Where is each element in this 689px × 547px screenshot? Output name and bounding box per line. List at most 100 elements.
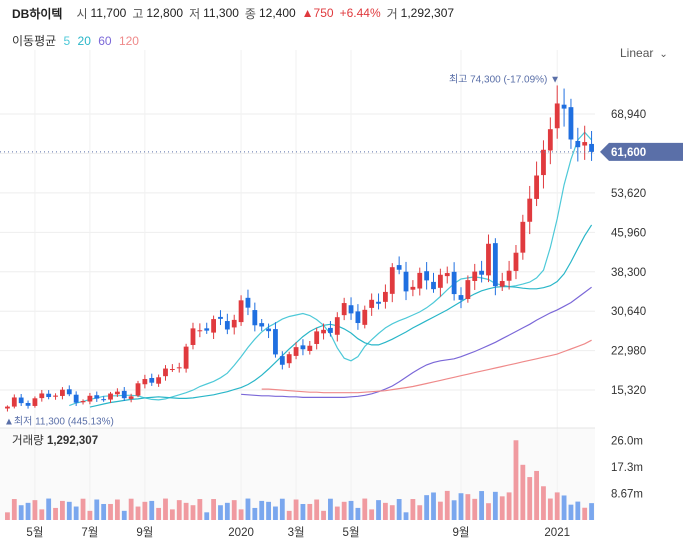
volume-bar <box>73 506 79 520</box>
candle-body <box>231 319 237 328</box>
volume-bar <box>224 502 230 520</box>
volume-bar <box>355 507 361 520</box>
candle-body <box>321 329 326 334</box>
candle-body <box>87 395 93 402</box>
candle-body <box>492 243 498 287</box>
candle-body <box>396 265 402 270</box>
candle-body <box>128 396 134 399</box>
candle-body <box>25 402 31 406</box>
volume-bar <box>80 498 86 520</box>
candle-body <box>39 393 45 399</box>
moving-average-legend[interactable]: 이동평균 5 20 60 120 <box>12 32 143 49</box>
candle-body <box>218 316 223 319</box>
y-tick-label: 15,320 <box>611 385 646 397</box>
volume-bar <box>334 506 340 520</box>
volume-bar <box>382 502 388 520</box>
volume-bar <box>293 499 299 520</box>
candle-body <box>273 329 278 355</box>
volume-bar <box>163 498 168 520</box>
volume-bar <box>582 507 588 520</box>
candle-body <box>307 345 313 351</box>
candle-body <box>204 328 210 331</box>
volume-y-tick-label: 17.3m <box>611 462 643 474</box>
volume-bar <box>279 498 285 520</box>
volume-bar <box>32 500 38 520</box>
scale-label: Linear <box>620 46 654 60</box>
candle-body <box>575 140 581 148</box>
volume-bar <box>259 500 265 520</box>
scale-select[interactable]: Linear ⌄ <box>620 46 668 60</box>
candle-body <box>534 175 539 199</box>
volume-bar <box>568 504 574 520</box>
volume-y-tick-label: 26.0m <box>611 435 643 447</box>
volume-bar <box>231 500 237 520</box>
candle-body <box>183 346 189 369</box>
candle-body <box>53 395 58 397</box>
candle-body <box>252 310 258 326</box>
candle-body <box>66 389 72 395</box>
ma-legend-title: 이동평균 <box>12 34 57 48</box>
volume-bar <box>451 500 457 520</box>
candle-body <box>259 323 265 327</box>
volume-bar <box>541 486 546 520</box>
volume-bar <box>252 507 258 520</box>
volume-bar <box>60 500 65 520</box>
stock-name: DB하이텍 <box>12 6 63 21</box>
candle-body <box>472 271 478 281</box>
volume-bar <box>444 490 450 520</box>
volume-bar <box>18 505 24 520</box>
volume-bar <box>527 477 533 520</box>
candle-body <box>328 327 333 333</box>
candle-body <box>341 303 347 316</box>
volume-bar <box>94 499 100 520</box>
candle-body <box>211 319 217 333</box>
volume-bar <box>492 491 498 520</box>
volume-bar <box>437 501 443 520</box>
candle-body <box>163 368 168 377</box>
volume-bar <box>25 502 31 520</box>
candle-body <box>444 273 450 277</box>
y-tick-label: 45,960 <box>611 227 646 239</box>
candle-body <box>142 379 148 385</box>
candle-body <box>224 321 230 330</box>
volume-bar <box>589 503 594 520</box>
candle-body <box>266 328 271 332</box>
candle-body <box>190 328 196 345</box>
volume-y-tick-label: 8.67m <box>611 488 643 500</box>
current-price-tag <box>600 142 683 161</box>
volume-bar <box>479 491 485 520</box>
volume-bar <box>472 498 478 520</box>
volume-bar <box>369 509 375 520</box>
volume-bar <box>39 509 45 520</box>
candle-body <box>479 270 485 275</box>
candle-body <box>513 252 519 271</box>
min-price-annotation: ▲최저 11,300 (445.13%) <box>4 416 114 428</box>
volume-bar <box>190 505 196 520</box>
volume-bar <box>410 499 416 520</box>
high-value: 12,800 <box>146 6 184 20</box>
current-price-label: 61,600 <box>611 147 646 159</box>
volume-bar <box>176 500 182 520</box>
candle-body <box>554 103 560 129</box>
volume-bar <box>197 499 203 520</box>
volume-bar <box>506 492 512 520</box>
candle-body <box>348 305 354 314</box>
candle-body <box>32 398 38 406</box>
change-value: ▲750 <box>301 6 334 20</box>
candle-body <box>46 393 52 398</box>
x-tick-label: 2021 <box>544 527 570 539</box>
volume-bar <box>307 503 313 520</box>
volume-bar <box>108 503 113 520</box>
volume-bar <box>183 502 189 520</box>
x-tick-label: 3월 <box>288 526 305 539</box>
volume-bar <box>376 500 381 520</box>
candle-body <box>499 281 505 287</box>
volume-bar <box>424 495 430 520</box>
volume-bar <box>396 499 402 520</box>
volume-bar <box>11 499 17 520</box>
open-label: 시 <box>76 6 88 21</box>
candle-body <box>486 243 491 276</box>
change-percent: +6.44% <box>339 6 381 20</box>
volume-bar <box>5 512 10 520</box>
